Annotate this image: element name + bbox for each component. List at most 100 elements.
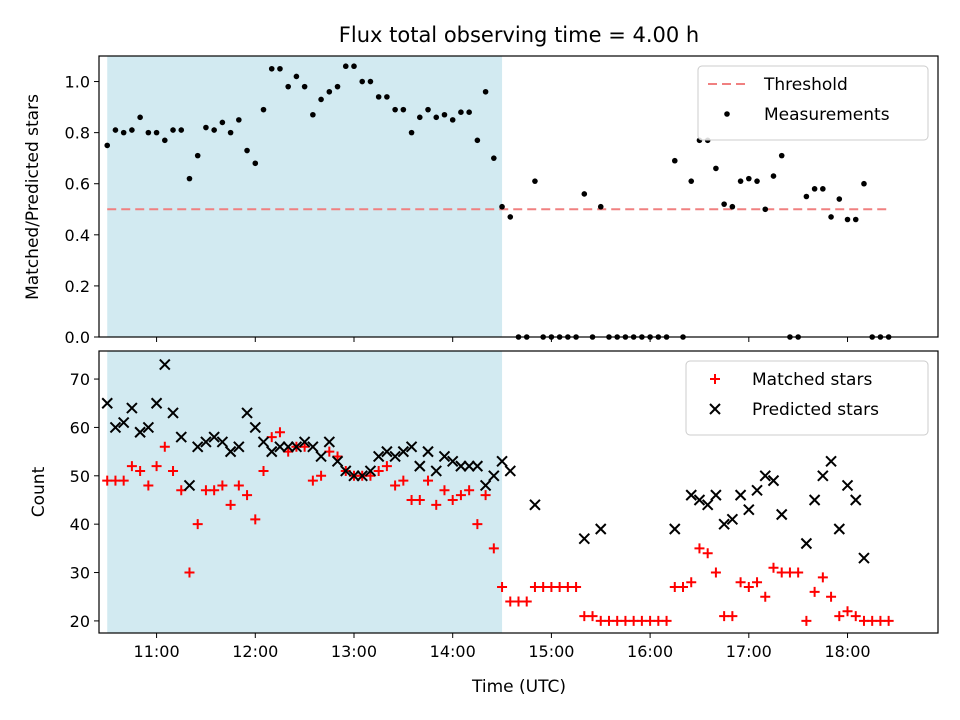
matched-point bbox=[118, 475, 129, 486]
matched-point bbox=[801, 615, 812, 626]
measurement-point bbox=[318, 96, 324, 103]
measurement-point bbox=[268, 65, 275, 72]
x-tick-label: 11:00 bbox=[134, 642, 180, 661]
predicted-point bbox=[405, 441, 418, 453]
matched-point bbox=[735, 577, 746, 588]
top-y-axis-label: Matched/Predicted stars bbox=[23, 94, 43, 300]
matched-point bbox=[694, 543, 705, 554]
matched-point bbox=[817, 572, 828, 583]
predicted-point bbox=[701, 499, 714, 511]
series-matched-stars bbox=[102, 427, 894, 626]
legend-label: Predicted stars bbox=[752, 400, 879, 420]
bottom-y-axis-label: Count bbox=[29, 466, 49, 517]
predicted-point bbox=[422, 445, 434, 458]
measurement-point bbox=[852, 216, 859, 223]
y-tick-label: 0.0 bbox=[65, 328, 90, 347]
measurement-point bbox=[293, 73, 300, 80]
matched-point bbox=[126, 461, 137, 472]
measurement-point bbox=[844, 216, 851, 223]
y-tick-label: 50 bbox=[70, 467, 90, 486]
matched-point bbox=[472, 519, 483, 530]
matched-point bbox=[332, 451, 343, 462]
measurement-point bbox=[285, 83, 291, 90]
measurement-point bbox=[129, 127, 135, 133]
matched-point bbox=[447, 494, 458, 505]
measurement-point bbox=[491, 155, 497, 161]
matched-point bbox=[826, 591, 837, 602]
measurement-point bbox=[137, 114, 143, 121]
measurement-point bbox=[384, 94, 390, 100]
legend-label: Threshold bbox=[763, 75, 848, 95]
legend-matched-swatch bbox=[710, 374, 720, 384]
predicted-point bbox=[323, 436, 336, 448]
measurement-point bbox=[425, 106, 431, 113]
matched-point bbox=[743, 582, 754, 593]
measurement-point bbox=[597, 203, 604, 210]
predicted-point bbox=[446, 455, 459, 467]
matched-point bbox=[850, 611, 861, 622]
predicted-point bbox=[307, 441, 319, 453]
y-tick-label: 30 bbox=[70, 564, 90, 583]
matched-point bbox=[497, 582, 508, 593]
measurement-point bbox=[219, 119, 226, 126]
measurement-point bbox=[211, 127, 217, 133]
predicted-point bbox=[126, 402, 138, 414]
predicted-point bbox=[455, 460, 467, 472]
measurement-point bbox=[836, 196, 843, 202]
legend-box bbox=[685, 360, 929, 436]
predicted-point bbox=[191, 441, 204, 453]
matched-point bbox=[587, 611, 598, 622]
predicted-point bbox=[817, 470, 829, 482]
matched-point bbox=[464, 485, 475, 496]
predicted-point bbox=[850, 494, 862, 506]
predicted-point bbox=[767, 474, 780, 487]
predicted-point bbox=[438, 450, 451, 463]
predicted-point bbox=[685, 489, 697, 501]
matched-point bbox=[151, 461, 162, 472]
matched-point bbox=[274, 427, 285, 438]
matched-point bbox=[373, 465, 384, 476]
predicted-point bbox=[233, 441, 245, 453]
measurement-point bbox=[778, 152, 785, 159]
predicted-point bbox=[488, 470, 500, 482]
measurement-point bbox=[507, 214, 514, 220]
x-tick-label: 14:00 bbox=[430, 642, 476, 661]
measurement-point bbox=[236, 117, 242, 123]
y-tick-label: 0.6 bbox=[65, 175, 90, 194]
predicted-point bbox=[290, 441, 303, 453]
matched-point bbox=[571, 582, 582, 593]
measurement-point bbox=[252, 160, 259, 167]
measurement-point bbox=[326, 88, 333, 95]
matched-point bbox=[521, 596, 532, 607]
measurement-point bbox=[474, 137, 481, 144]
predicted-point bbox=[282, 441, 294, 453]
measurement-point bbox=[466, 109, 472, 115]
predicted-point bbox=[825, 455, 837, 467]
x-tick-label: 12:00 bbox=[232, 642, 278, 661]
predicted-point bbox=[274, 441, 286, 453]
measurement-point bbox=[104, 142, 111, 149]
predicted-point bbox=[109, 421, 122, 434]
axes-frame bbox=[98, 350, 939, 634]
y-tick-label: 0.2 bbox=[65, 277, 90, 296]
matched-point bbox=[250, 514, 261, 525]
predicted-point bbox=[463, 460, 475, 472]
predicted-point bbox=[142, 421, 155, 434]
matched-point bbox=[727, 611, 738, 622]
measurement-point bbox=[828, 214, 834, 220]
predicted-point bbox=[224, 445, 237, 458]
measurement-point bbox=[194, 152, 201, 159]
predicted-point bbox=[595, 523, 607, 535]
predicted-point bbox=[331, 455, 344, 467]
predicted-point bbox=[101, 397, 113, 409]
observing-span bbox=[107, 56, 503, 337]
matched-point bbox=[842, 606, 853, 617]
measurement-point bbox=[449, 117, 456, 123]
measurement-point bbox=[170, 127, 176, 133]
matched-point bbox=[686, 577, 697, 588]
y-tick-label: 1.0 bbox=[65, 73, 90, 92]
x-axis-label: Time (UTC) bbox=[471, 677, 566, 697]
legend: Threshold Measurements bbox=[697, 65, 929, 141]
x-tick-label: 15:00 bbox=[528, 642, 574, 661]
predicted-point bbox=[167, 407, 179, 419]
